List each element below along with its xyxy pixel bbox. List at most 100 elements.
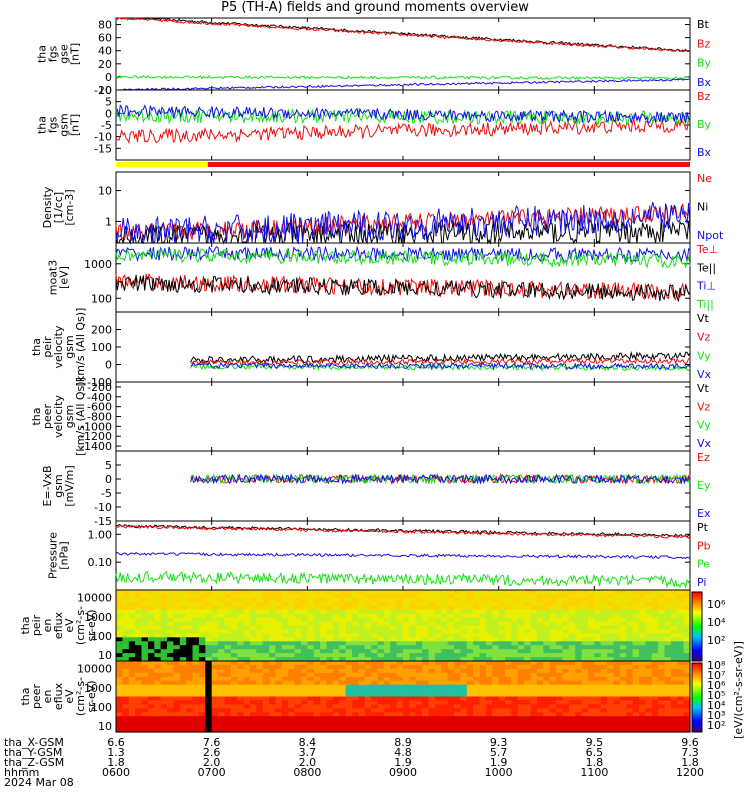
spectrogram-cell (313, 657, 321, 662)
spectrogram-cell (192, 696, 200, 701)
spectrogram-cell (352, 712, 359, 717)
spectrogram-cell (492, 724, 500, 729)
spectrogram-cell (332, 684, 340, 690)
spectrogram-cell (524, 629, 532, 634)
colorbar-tick-label: 10² (707, 719, 725, 732)
spectrogram-cell (441, 625, 449, 630)
spectrogram-cell (230, 661, 238, 666)
spectrogram-cell (383, 657, 391, 662)
spectrogram-cell (326, 590, 334, 595)
spectrogram-cell (600, 676, 608, 682)
spectrogram-cell (441, 605, 449, 611)
spectrogram-cell (403, 641, 410, 646)
spectrogram-cell (179, 680, 187, 686)
spectrogram-cell (173, 668, 181, 674)
spectrogram-cell (460, 593, 468, 599)
spectrogram-cell (288, 641, 296, 646)
spectrogram-cell (619, 625, 627, 630)
spectrogram-cell (619, 668, 627, 674)
spectrogram-cell (683, 617, 691, 623)
spectrogram-cell (198, 625, 206, 630)
spectrogram-cell (154, 593, 162, 599)
spectrogram-cell (607, 625, 615, 630)
y-tick-label: -20 (94, 84, 112, 97)
spectrogram-cell (275, 716, 283, 721)
spectrogram-cell (556, 641, 564, 646)
spectrogram-cell (434, 621, 442, 627)
spectrogram-cell (288, 724, 296, 729)
spectrogram-cell (594, 637, 602, 642)
spectrogram-cell (116, 593, 123, 599)
spectrogram-cell (173, 649, 181, 654)
y-axis-label: gsm (52, 474, 65, 497)
spectrogram-cell (415, 593, 423, 599)
spectrogram-cell (409, 728, 417, 733)
spectrogram-cell (613, 613, 621, 619)
spectrogram-cell (396, 692, 404, 698)
spectrogram-cell (403, 700, 410, 705)
spectrogram-cell (173, 605, 181, 611)
spectrogram-cell (358, 688, 366, 694)
spectrogram-cell (313, 692, 321, 698)
spectrogram-cell (524, 649, 532, 654)
spectrogram-cell (186, 664, 194, 670)
spectrogram-cell (160, 696, 168, 701)
spectrogram-cell (517, 692, 525, 698)
spectrogram-cell (128, 668, 136, 674)
spectrogram-cell (581, 657, 589, 662)
spectrogram-cell (581, 680, 589, 686)
spectrogram-cell (613, 680, 621, 686)
spectrogram-cell (141, 609, 149, 615)
spectrogram-cell (460, 704, 468, 709)
spectrogram-cell (167, 605, 174, 611)
spectrogram-cell (313, 601, 321, 607)
spectrogram-cell (511, 688, 519, 694)
spectrogram-cell (600, 633, 608, 638)
spectrogram-cell (281, 645, 289, 650)
spectrogram-cell (160, 668, 168, 674)
spectrogram-cell (530, 704, 538, 709)
spectrogram-cell (600, 684, 608, 690)
spectrogram-cell (594, 700, 602, 705)
spectrogram-cell (536, 712, 544, 717)
spectrogram-cell (364, 716, 372, 721)
spectrogram-cell (683, 728, 691, 733)
spectrogram-cell (536, 724, 544, 729)
spectrogram-cell (237, 593, 245, 599)
spectrogram-cell (147, 720, 155, 725)
spectrogram-cell (594, 613, 602, 619)
spectrogram-cell (428, 590, 436, 595)
spectrogram-cell (505, 708, 512, 713)
spectrogram-cell (536, 609, 544, 615)
spectrogram-cell (230, 641, 238, 646)
spectrogram-cell (498, 593, 506, 599)
spectrogram-cell (422, 649, 430, 654)
spectrogram-cell (575, 625, 583, 630)
spectrogram-cell (556, 676, 564, 682)
spectrogram-cell (224, 684, 232, 690)
spectrogram-cell (167, 696, 174, 701)
spectrogram-cell (479, 645, 487, 650)
spectrogram-cell (664, 704, 672, 709)
spectrogram-cell (198, 621, 206, 627)
spectrogram-cell (154, 708, 162, 713)
spectrogram-cell (683, 590, 691, 595)
spectrogram-cell (415, 629, 423, 634)
spectrogram-cell (473, 664, 481, 670)
spectrogram-cell (415, 641, 423, 646)
spectrogram-cell (473, 704, 481, 709)
spectrogram-cell (160, 672, 168, 678)
spectrogram-cell (192, 641, 200, 646)
spectrogram-cell (645, 700, 653, 705)
spectrogram-cell (505, 704, 512, 709)
spectrogram-cell (409, 605, 417, 611)
spectrogram-cell (128, 613, 136, 619)
spectrogram-cell (409, 649, 417, 654)
spectrogram-cell (205, 641, 213, 646)
spectrogram-cell (524, 728, 532, 733)
spectrogram-cell (677, 700, 685, 705)
legend-Ni: Ni (697, 201, 708, 214)
spectrogram-cell (683, 724, 691, 729)
spectrogram-cell (307, 688, 315, 694)
